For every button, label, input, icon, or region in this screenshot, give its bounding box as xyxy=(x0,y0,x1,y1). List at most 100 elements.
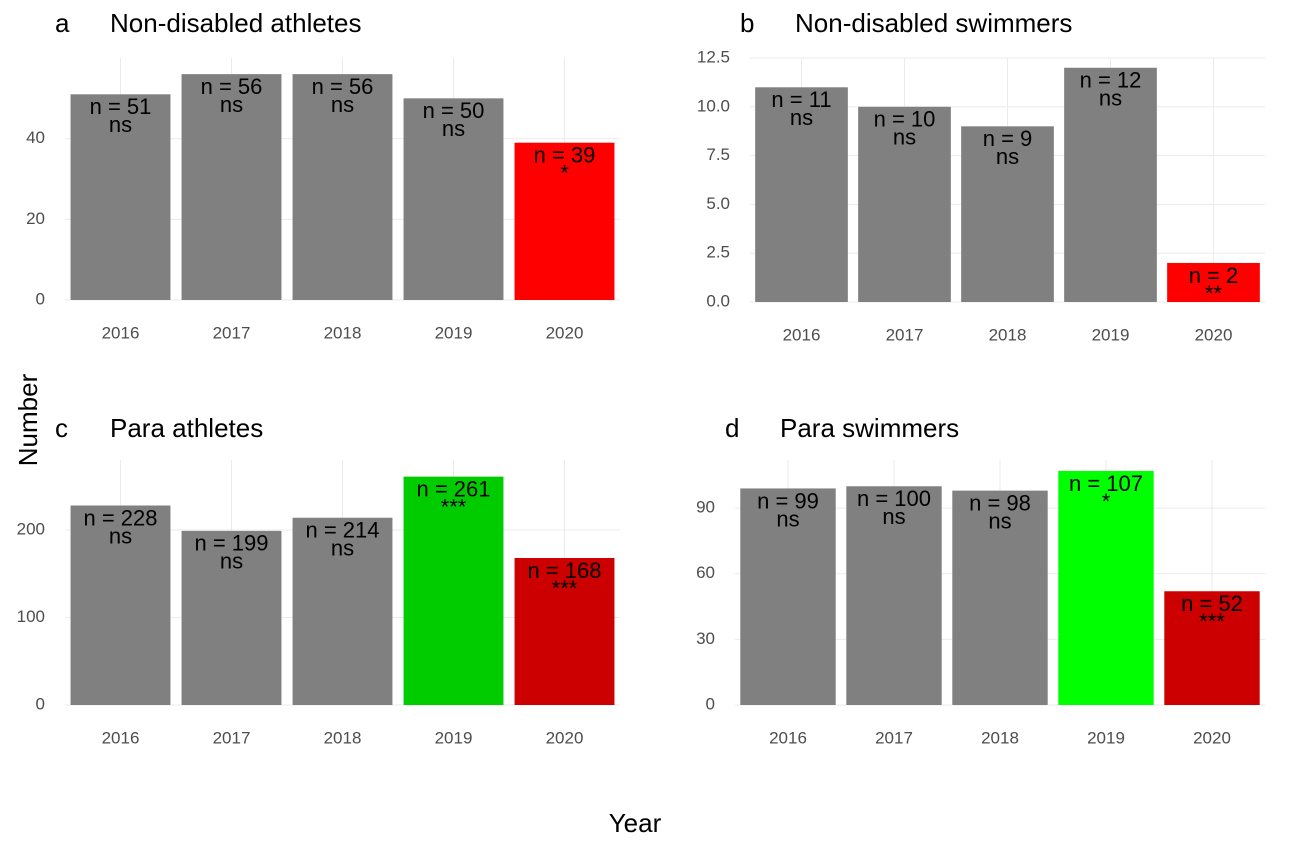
y-tick-label: 40 xyxy=(26,128,45,147)
x-tick-label: 2020 xyxy=(1195,325,1233,344)
x-tick-label: 2018 xyxy=(324,323,362,342)
panel-tag: c xyxy=(55,413,68,443)
y-tick-label: 0 xyxy=(36,694,45,713)
significance-label: *** xyxy=(552,576,578,601)
y-tick-label: 60 xyxy=(696,563,715,582)
bar xyxy=(858,106,951,302)
bar xyxy=(514,558,615,705)
y-tick-label: 20 xyxy=(26,209,45,228)
x-tick-label: 2016 xyxy=(102,323,140,342)
value-label: n = 99 xyxy=(757,488,819,513)
panel-tag: d xyxy=(725,413,739,443)
y-tick-label: 12.5 xyxy=(697,47,730,66)
significance-label: ns xyxy=(776,506,799,531)
x-tick-label: 2020 xyxy=(1193,728,1231,747)
x-tick-label: 2016 xyxy=(769,728,807,747)
significance-label: * xyxy=(1102,489,1111,514)
x-tick-label: 2018 xyxy=(989,325,1027,344)
panel-tag: b xyxy=(740,8,754,38)
significance-label: ns xyxy=(220,92,243,117)
y-tick-label: 10.0 xyxy=(697,96,730,115)
y-axis-label: Number xyxy=(13,373,43,466)
bar xyxy=(1167,262,1260,302)
bar xyxy=(755,87,848,302)
bar xyxy=(70,94,171,300)
significance-label: ns xyxy=(882,504,905,529)
x-tick-label: 2019 xyxy=(435,323,473,342)
x-tick-label: 2016 xyxy=(102,728,140,747)
y-tick-label: 30 xyxy=(696,629,715,648)
value-label: n = 11 xyxy=(771,87,831,112)
value-label: n = 9 xyxy=(983,126,1033,151)
y-tick-label: 7.5 xyxy=(706,145,730,164)
bar xyxy=(292,74,393,300)
value-label: n = 10 xyxy=(874,107,936,132)
x-tick-label: 2017 xyxy=(213,728,251,747)
significance-label: *** xyxy=(1199,609,1225,634)
y-tick-label: 100 xyxy=(17,607,45,626)
value-label: n = 107 xyxy=(1069,471,1143,496)
bar xyxy=(292,517,393,705)
x-tick-label: 2020 xyxy=(546,323,584,342)
x-tick-label: 2017 xyxy=(875,728,913,747)
value-label: n = 39 xyxy=(534,143,596,168)
value-label: n = 199 xyxy=(194,531,268,556)
significance-label: ** xyxy=(1205,281,1223,306)
x-tick-label: 2019 xyxy=(1087,728,1125,747)
x-tick-label: 2019 xyxy=(1092,325,1130,344)
significance-label: ns xyxy=(331,536,354,561)
bar xyxy=(952,490,1048,705)
y-tick-label: 0 xyxy=(706,694,715,713)
value-label: n = 56 xyxy=(312,74,374,99)
bar xyxy=(740,488,836,705)
value-label: n = 52 xyxy=(1181,591,1243,616)
value-label: n = 228 xyxy=(83,505,157,530)
y-tick-label: 90 xyxy=(696,498,715,517)
value-label: n = 50 xyxy=(423,98,485,123)
x-tick-label: 2018 xyxy=(981,728,1019,747)
bar xyxy=(403,98,504,300)
bar xyxy=(1064,67,1157,302)
bar xyxy=(846,486,942,705)
significance-label: *** xyxy=(441,494,467,519)
bar xyxy=(181,74,282,300)
y-tick-label: 5.0 xyxy=(706,194,730,213)
significance-label: ns xyxy=(1099,86,1122,111)
panel-title: Para swimmers xyxy=(780,413,959,443)
bar xyxy=(1058,470,1154,705)
panel-title: Non-disabled athletes xyxy=(110,8,362,38)
bar xyxy=(181,530,282,705)
significance-label: ns xyxy=(988,508,1011,533)
x-tick-label: 2018 xyxy=(324,728,362,747)
significance-label: ns xyxy=(220,549,243,574)
value-label: n = 100 xyxy=(857,486,931,511)
significance-label: ns xyxy=(790,105,813,130)
bar xyxy=(514,142,615,300)
panel-title: Non-disabled swimmers xyxy=(795,8,1072,38)
x-tick-label: 2020 xyxy=(546,728,584,747)
value-label: n = 214 xyxy=(305,518,379,543)
value-label: n = 12 xyxy=(1080,68,1142,93)
significance-label: ns xyxy=(996,144,1019,169)
value-label: n = 98 xyxy=(969,490,1031,515)
y-tick-label: 2.5 xyxy=(706,243,730,262)
value-label: n = 168 xyxy=(527,558,601,583)
bar xyxy=(70,505,171,705)
y-tick-label: 200 xyxy=(17,519,45,538)
value-label: n = 51 xyxy=(90,94,152,119)
significance-label: ns xyxy=(109,112,132,137)
y-tick-label: 0.0 xyxy=(706,291,730,310)
significance-label: * xyxy=(560,161,569,186)
significance-label: ns xyxy=(331,92,354,117)
y-tick-label: 0 xyxy=(36,289,45,308)
x-tick-label: 2017 xyxy=(886,325,924,344)
panel-title: Para athletes xyxy=(110,413,263,443)
x-tick-label: 2017 xyxy=(213,323,251,342)
bar xyxy=(961,126,1054,302)
value-label: n = 56 xyxy=(201,74,263,99)
bar xyxy=(1164,591,1260,705)
significance-label: ns xyxy=(109,523,132,548)
panel-tag: a xyxy=(55,8,70,38)
value-label: n = 261 xyxy=(416,476,490,501)
